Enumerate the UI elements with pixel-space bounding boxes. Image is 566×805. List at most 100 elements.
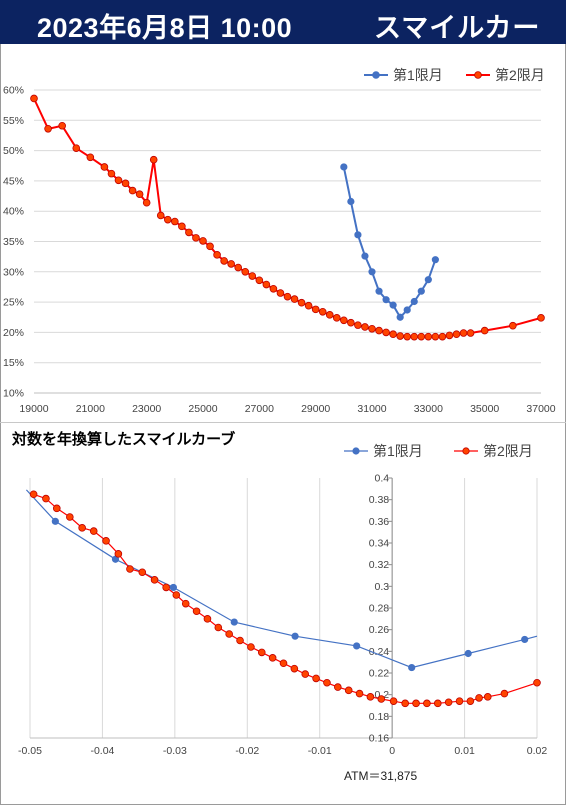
series-1-point — [431, 256, 439, 264]
legend-swatch-marker — [352, 447, 360, 455]
series-2-point — [318, 307, 327, 316]
y-tick-label: 0.22 — [369, 668, 390, 680]
series-2-point — [268, 654, 277, 662]
series-2-point — [424, 332, 433, 341]
x-tick-label: -0.03 — [163, 745, 187, 757]
series-2-point — [401, 699, 409, 708]
y-tick-label: 40% — [3, 206, 24, 218]
legend-label: 第2限月 — [483, 443, 533, 459]
series-2-point — [255, 276, 264, 285]
series-2-point — [192, 607, 201, 616]
series-1-point — [382, 296, 390, 304]
series-2-point — [301, 670, 310, 678]
series-2-point — [178, 222, 186, 231]
x-tick-label: 0 — [389, 745, 395, 757]
series-1-point — [464, 649, 472, 658]
series-2-point — [340, 316, 348, 325]
series-2-point — [86, 153, 95, 162]
x-tick-label: -0.05 — [18, 745, 42, 757]
series-1-point — [410, 297, 418, 306]
series-2-point — [29, 490, 38, 499]
series-2-point — [135, 190, 144, 199]
y-tick-label: 0.36 — [369, 516, 390, 528]
series-2-point — [199, 237, 207, 245]
series-2-point — [78, 524, 86, 532]
series-2-point — [257, 648, 266, 657]
series-2-point — [42, 494, 50, 503]
series-2-point — [241, 268, 250, 276]
x-tick-label: 23000 — [132, 403, 161, 415]
x-tick-label: 35000 — [470, 403, 499, 415]
series-1-point — [521, 635, 529, 644]
series-2-point — [483, 693, 492, 701]
y-tick-label: 0.24 — [369, 646, 390, 658]
series-2-point — [325, 311, 334, 319]
series-2-point — [247, 643, 255, 651]
series-line-2 — [33, 493, 538, 704]
y-tick-label: 55% — [3, 115, 24, 127]
series-2-point — [355, 689, 364, 698]
series-2-point — [423, 699, 431, 708]
series-2-point — [114, 550, 123, 558]
series-2-point — [412, 699, 420, 708]
series-1-point — [169, 583, 178, 592]
series-1-point — [375, 287, 383, 295]
series-1-point — [408, 663, 416, 672]
series-2-point — [475, 694, 483, 702]
series-2-point — [290, 664, 299, 673]
series-2-point — [213, 251, 221, 259]
x-tick-label: 31000 — [357, 403, 386, 415]
series-2-point — [100, 163, 109, 171]
series-2-point — [500, 689, 509, 698]
series-2-point — [52, 504, 61, 513]
series-2-point — [431, 332, 440, 341]
series-2-point — [459, 329, 468, 337]
series-1-point — [368, 268, 376, 276]
series-2-point — [234, 263, 243, 272]
series-2-point — [283, 292, 292, 301]
series-2-point — [44, 124, 52, 133]
series-2-point — [192, 234, 200, 242]
y-tick-label: 50% — [3, 145, 24, 157]
series-2-point — [332, 314, 341, 322]
series-2-point — [89, 527, 98, 535]
series-line-2 — [33, 98, 542, 338]
y-tick-label: 20% — [3, 327, 24, 339]
series-2-point — [225, 630, 233, 638]
series-2-point — [172, 591, 181, 599]
series-2-point — [368, 324, 376, 333]
y-tick-label: 45% — [3, 175, 24, 187]
legend-swatch-marker — [462, 447, 470, 455]
series-2-point — [389, 330, 397, 339]
atm-annotation: ATM＝31,875 — [344, 769, 417, 783]
series-2-point — [304, 301, 313, 310]
series-2-point — [533, 678, 541, 687]
series-2-point — [403, 332, 412, 341]
series-2-point — [214, 623, 223, 632]
y-tick-label: 0.18 — [369, 711, 390, 723]
series-1-point — [403, 306, 411, 314]
series-2-point — [366, 693, 375, 701]
series-2-point — [126, 565, 134, 573]
series-2-point — [181, 599, 190, 608]
legend-label: 第1限月 — [393, 67, 443, 83]
series-2-point — [389, 697, 398, 705]
series-1-point — [424, 276, 432, 284]
x-tick-label: 0.02 — [527, 745, 548, 757]
series-1-point — [389, 301, 397, 309]
series-2-point — [466, 697, 475, 705]
series-2-point — [121, 179, 130, 188]
series-2-point — [102, 537, 110, 545]
series-2-point — [279, 659, 288, 668]
series-2-point — [444, 698, 453, 707]
header-date: 2023年6月8日 10:00 — [37, 13, 293, 43]
series-2-point — [162, 583, 170, 592]
series-2-point — [297, 298, 306, 307]
series-2-point — [269, 284, 278, 293]
x-tick-label: 25000 — [188, 403, 217, 415]
x-tick-label: 29000 — [301, 403, 330, 415]
series-2-point — [344, 686, 353, 695]
series-1-point — [396, 313, 404, 321]
annualized-log-smile-chart: 対数を年換算したスマイルカーブ -0.05 -0.04 -0.03 -0.02 -0.01… — [11, 430, 548, 783]
y-tick-label: 0.26 — [369, 624, 390, 636]
